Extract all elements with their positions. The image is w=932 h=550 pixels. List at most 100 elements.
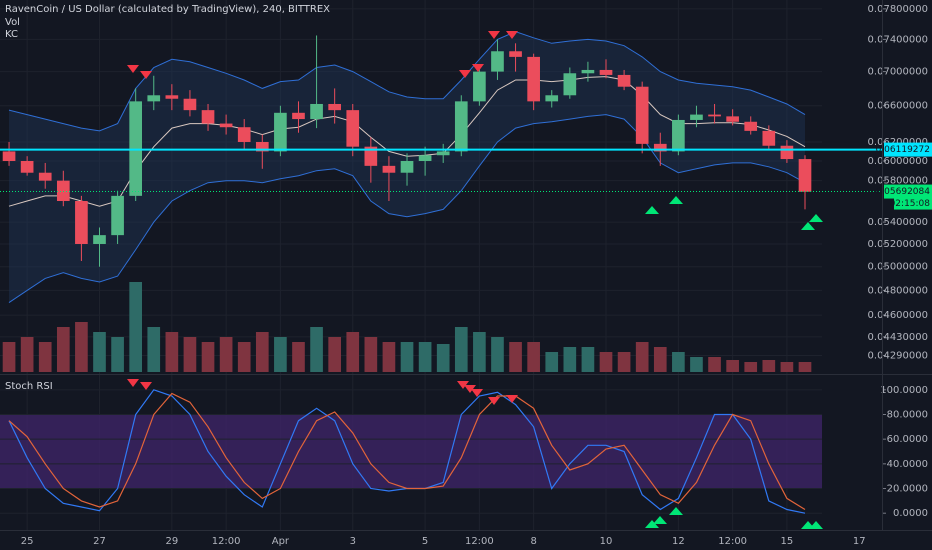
y-tick-label: 100.0000 [880, 385, 928, 396]
volume-bar [400, 342, 414, 372]
candle-body [436, 151, 450, 156]
candle-body [328, 103, 341, 111]
volume-bar [563, 347, 577, 372]
y-tick-label: 0.07000000 [868, 67, 928, 78]
y-tick-label: 60.0000 [887, 434, 928, 445]
sell-signal [140, 382, 152, 390]
sell-signal [506, 31, 518, 39]
candle-body [708, 114, 721, 117]
y-tick-label: 0.05800000 [868, 176, 928, 187]
volume-bar [635, 342, 649, 372]
x-tick-label: 8 [530, 536, 536, 547]
candle-body [346, 110, 360, 147]
volume-bar [38, 342, 52, 372]
y-tick-label: 0.04430000 [868, 332, 928, 343]
y-tick-label: 0.04600000 [868, 310, 928, 321]
buy-signal [809, 214, 823, 222]
y-tick-label: 0.06600000 [868, 101, 928, 112]
candle-body [183, 98, 197, 111]
candle-body [672, 119, 685, 152]
candle-body [255, 141, 269, 152]
volume-bar [382, 342, 396, 372]
level-label: 0.06119272 [876, 145, 930, 155]
sell-signal [506, 395, 518, 403]
y-tick-label: 40.0000 [887, 459, 928, 470]
candle-body [237, 127, 251, 142]
volume-bar [328, 337, 341, 372]
band-fill [0, 414, 822, 489]
sell-signal [472, 64, 484, 72]
volume-bar [726, 360, 739, 372]
y-tick-label: 80.0000 [887, 409, 928, 420]
sell-signal [457, 381, 469, 389]
candle-body [147, 95, 161, 102]
volume-bar [653, 347, 667, 372]
candle-body [292, 112, 305, 120]
candle-body [274, 112, 287, 152]
countdown: 02:15:08 [890, 199, 931, 209]
volume-bar [527, 342, 540, 372]
volume-bar [147, 327, 161, 372]
candle-body [653, 143, 667, 152]
volume-bar [798, 362, 812, 372]
pane-title: Stoch RSI [5, 381, 53, 392]
candle-body [2, 151, 16, 162]
last-price-label: 0.05692084 [876, 187, 931, 197]
volume-bar [780, 362, 794, 372]
candle-body [617, 74, 631, 87]
kc-lower [8, 114, 806, 304]
y-tick-label: 0.05000000 [868, 262, 928, 273]
x-tick-label: 10 [600, 536, 613, 547]
y-tick-label: 0.07400000 [868, 34, 928, 45]
buy-signal [645, 206, 659, 214]
level-label-box [884, 142, 932, 157]
sell-signal [464, 385, 476, 393]
buy-signal [809, 521, 823, 529]
y-tick-label: 0.06000000 [868, 156, 928, 167]
sell-signal [488, 397, 500, 405]
y-tick-label: 20.0000 [887, 484, 928, 495]
x-tick-label: 27 [93, 536, 106, 547]
candle-body [491, 51, 504, 72]
volume-bar [509, 342, 522, 372]
candle-body [165, 95, 179, 99]
signals [127, 31, 823, 529]
sell-signal [127, 379, 139, 387]
volume-bar [255, 332, 269, 372]
last-price-box [884, 184, 932, 199]
volume-bar [2, 342, 16, 372]
y-tick-label: 0.0000 [893, 508, 928, 519]
stoch-line [8, 392, 806, 511]
volume-bar [491, 337, 504, 372]
x-tick-label: 12 [672, 536, 685, 547]
volume-bar [346, 332, 360, 372]
candle-body [726, 116, 739, 122]
volume-bar [418, 342, 432, 372]
buy-signal [669, 196, 683, 204]
candle-body [599, 69, 613, 75]
volume-bar [744, 362, 758, 372]
sell-signal [488, 31, 500, 39]
volume-bar [581, 347, 595, 372]
candle-body [762, 130, 776, 146]
buy-signal [801, 222, 815, 230]
x-tick-label: 12:00 [718, 536, 747, 547]
candle-body [509, 51, 522, 57]
volume-bar [129, 282, 143, 372]
y-tick-label: 0.05400000 [868, 217, 928, 228]
x-tick-label: 5 [422, 536, 428, 547]
candle-body [201, 110, 215, 124]
volume-bar [201, 342, 215, 372]
indicator-label: Vol [5, 17, 20, 28]
y-tick-label: 0.04290000 [868, 351, 928, 362]
volume-bar [274, 337, 287, 372]
volume-bar [75, 322, 88, 372]
candle-body [219, 123, 233, 128]
y-tick-label: 0.06200000 [868, 137, 928, 148]
volume-bar [672, 352, 685, 372]
volume-bar [454, 327, 468, 372]
candle-body [545, 95, 559, 102]
candle-body [780, 145, 794, 160]
